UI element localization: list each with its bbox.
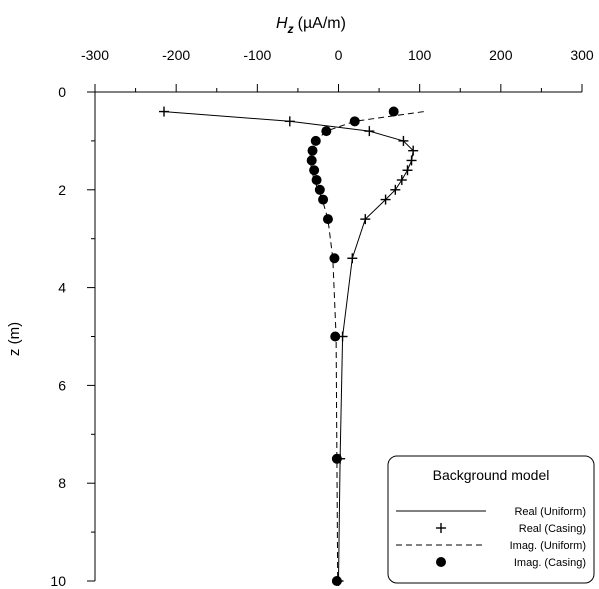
- series-imag-casing: [306, 106, 399, 586]
- data-point-imag-casing: [329, 253, 340, 264]
- legend-label: Imag. (Uniform): [510, 540, 586, 552]
- data-point-imag-casing: [311, 175, 322, 186]
- series-line-real-uniform: [163, 111, 414, 582]
- series-real-uniform: [163, 111, 414, 582]
- data-point-real-casing: [402, 165, 413, 176]
- y-tick-label: 0: [58, 84, 66, 100]
- legend-item: Real (Uniform): [396, 506, 586, 518]
- legend-marker: [436, 523, 446, 533]
- legend-label: Real (Casing): [519, 523, 586, 535]
- data-point-real-casing: [398, 135, 409, 146]
- data-point-imag-casing: [322, 214, 333, 225]
- legend-box: [387, 455, 595, 584]
- x-tick-label: -300: [81, 47, 109, 63]
- legend-item: Imag. (Casing): [436, 557, 586, 569]
- legend-item: Real (Casing): [436, 523, 586, 535]
- data-point-imag-casing: [318, 194, 329, 205]
- data-point-real-casing: [390, 184, 401, 195]
- series-real-casing: [158, 106, 419, 586]
- axes: -300 -200 -100 0 100 200 300 0 2 4 6 8 10: [50, 47, 593, 589]
- legend-item: Imag. (Uniform): [396, 540, 586, 552]
- x-tick-label: 200: [489, 47, 513, 63]
- data-point-real-casing: [284, 116, 295, 127]
- data-point-imag-casing: [330, 331, 341, 342]
- x-tick-label: 300: [570, 47, 594, 63]
- x-tick-label: -100: [243, 47, 271, 63]
- data-point-imag-casing: [349, 116, 360, 127]
- data-point-real-casing: [347, 253, 358, 264]
- legend-title: Background model: [433, 467, 550, 483]
- data-point-imag-casing: [388, 106, 399, 117]
- data-point-imag-casing: [306, 155, 317, 166]
- data-point-real-casing: [408, 145, 419, 156]
- x-tick-label: 0: [335, 47, 343, 63]
- data-point-imag-casing: [307, 145, 318, 156]
- legend: Background model Real (Uniform) Real (Casi…: [387, 455, 595, 584]
- x-tick-label: -200: [162, 47, 190, 63]
- legend-marker: [436, 557, 446, 567]
- data-point-real-casing: [406, 155, 417, 166]
- data-point-imag-casing: [309, 165, 320, 176]
- data-point-real-casing: [380, 194, 391, 205]
- data-point-real-casing: [364, 126, 375, 137]
- y-tick-label: 2: [58, 182, 66, 198]
- legend-label: Imag. (Casing): [514, 557, 586, 569]
- data-point-real-casing: [396, 175, 407, 186]
- data-point-imag-casing: [331, 453, 342, 464]
- data-point-imag-casing: [314, 184, 325, 195]
- legend-label: Real (Uniform): [514, 506, 586, 518]
- plot-area: [158, 106, 424, 586]
- y-tick-label: 6: [58, 377, 66, 393]
- y-tick-label: 8: [58, 475, 66, 491]
- data-point-imag-casing: [331, 576, 342, 586]
- y-tick-label: 4: [58, 280, 66, 296]
- x-tick-label: 100: [408, 47, 432, 63]
- data-point-imag-casing: [321, 126, 332, 137]
- y-tick-label: 10: [50, 573, 66, 589]
- x-axis-label: Hz (µA/m): [276, 15, 346, 36]
- y-axis-label: z (m): [6, 322, 23, 356]
- data-point-real-casing: [158, 106, 169, 117]
- data-point-imag-casing: [310, 135, 321, 146]
- data-point-real-casing: [360, 214, 371, 225]
